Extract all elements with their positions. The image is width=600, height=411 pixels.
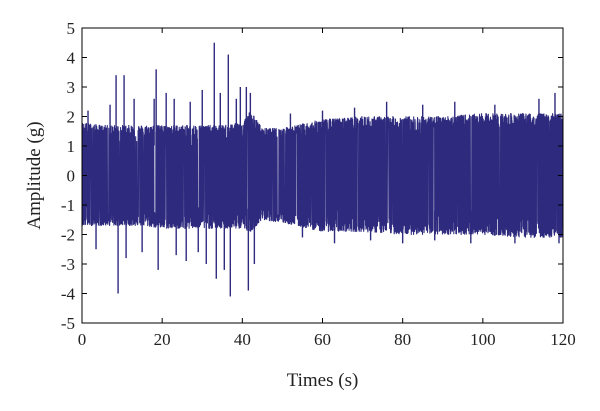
y-tick-label: -3	[61, 255, 75, 274]
y-axis-label: Amplitude (g)	[24, 121, 45, 229]
y-tick-label: 5	[67, 19, 76, 38]
x-tick-label: 0	[78, 330, 87, 349]
y-tick-label: 3	[67, 78, 76, 97]
y-tick-label: 1	[67, 137, 76, 156]
x-tick-label: 80	[394, 330, 411, 349]
y-tick-label: 0	[67, 167, 76, 186]
x-tick-label: 20	[154, 330, 171, 349]
ticks-layer: 0 20 40 60 80 100 120 -5 -4 -3 -2 -1 0 1 2 3 4 5	[61, 19, 576, 349]
x-tick-label: 100	[470, 330, 496, 349]
y-tick-label: -1	[61, 196, 75, 215]
x-axis-label: Times (s)	[287, 370, 359, 391]
x-tick-label: 40	[234, 330, 251, 349]
y-tick-label: -5	[61, 314, 75, 333]
x-tick-label: 120	[550, 330, 576, 349]
y-tick-label: 2	[67, 108, 76, 127]
x-tick-label: 60	[314, 330, 331, 349]
y-tick-label: -4	[61, 285, 76, 304]
signal-layer	[81, 42, 564, 297]
y-tick-label: -2	[61, 226, 75, 245]
y-tick-label: 4	[67, 49, 76, 68]
